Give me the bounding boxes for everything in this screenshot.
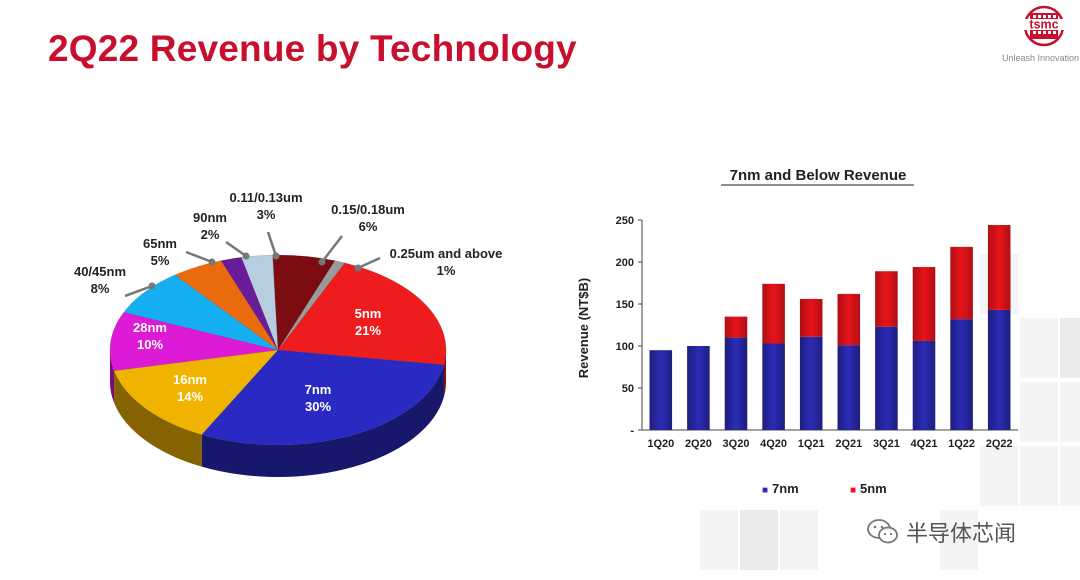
pie-label-name: 0.25um and above	[390, 246, 503, 261]
bar-chart: 7nm and Below Revenue Revenue (NT$B) 1Q2…	[576, 167, 1018, 496]
pie-side-1	[201, 364, 444, 477]
x-tick-label: 4Q21	[911, 438, 938, 450]
leader-dot	[318, 258, 326, 266]
legend-label: 5nm	[860, 481, 887, 496]
bar-7nm-3Q21	[875, 326, 898, 430]
leader-dot	[208, 258, 216, 266]
pie-slice-16nm	[113, 349, 279, 435]
pie-label-pct: 30%	[305, 399, 331, 414]
pie-label-name: 7nm	[305, 382, 332, 397]
pie-slice-65nm	[174, 260, 279, 351]
bar-7nm-2Q20	[687, 346, 710, 430]
pie-label-pct: 2%	[201, 227, 220, 242]
bar-7nm-4Q20	[762, 343, 785, 430]
pie-side-2	[114, 370, 202, 467]
pie-side-0	[443, 350, 447, 397]
y-tick-label: 50	[622, 383, 634, 395]
watermark-text: 半导体芯闻	[906, 522, 1017, 547]
x-tick-label: 1Q21	[798, 438, 825, 450]
y-tick-label: -	[630, 425, 634, 437]
y-tick-label: 200	[616, 257, 634, 269]
bar-5nm-3Q21	[875, 271, 898, 327]
leader-line	[124, 284, 153, 298]
x-tick-label: 2Q21	[835, 438, 862, 450]
leader-dot	[272, 252, 280, 260]
tsmc-logo: tsmc	[1022, 5, 1066, 47]
pie-slice-0-25um-and-above	[277, 260, 346, 351]
x-tick-label: 3Q20	[723, 438, 750, 450]
pie-label-name: 40/45nm	[74, 264, 126, 279]
bar-7nm-1Q21	[799, 336, 823, 430]
slide-title: 2Q22 Revenue by Technology	[48, 28, 577, 69]
pie-label-name: 90nm	[193, 210, 227, 225]
pie-label-pct: 14%	[177, 389, 203, 404]
bar-5nm-2Q21	[837, 293, 861, 346]
bar-5nm-3Q20	[724, 316, 748, 338]
legend-label: 7nm	[772, 481, 799, 496]
bar-7nm-4Q21	[912, 340, 936, 430]
leader-line	[357, 256, 381, 270]
wechat-icon	[867, 519, 898, 544]
pie-slice-28nm	[109, 311, 279, 372]
pie-label-name: 5nm	[355, 306, 382, 321]
leader-line	[225, 240, 247, 258]
pie-slice-40-45nm	[123, 274, 279, 351]
pie-label-name: 28nm	[133, 320, 167, 335]
pie-label-pct: 1%	[437, 263, 456, 278]
logo-tagline: Unleash Innovation	[1002, 53, 1080, 63]
bar-7nm-2Q21	[837, 345, 861, 430]
x-tick-label: 2Q22	[986, 438, 1013, 450]
leader-line	[185, 250, 213, 264]
x-tick-label: 1Q20	[647, 438, 674, 450]
leader-dot	[242, 252, 250, 260]
leader-dot	[148, 282, 156, 290]
pie-label-pct: 3%	[257, 207, 276, 222]
leader-dot	[354, 264, 362, 272]
pie-label-pct: 21%	[355, 323, 381, 338]
y-tick-label: 150	[616, 299, 634, 311]
y-tick-label: 250	[616, 215, 634, 227]
leader-line	[266, 231, 278, 257]
pie-label-pct: 5%	[151, 253, 170, 268]
pie-slice-7nm	[201, 349, 445, 446]
bar-7nm-1Q20	[649, 350, 673, 430]
x-tick-label: 1Q22	[948, 438, 975, 450]
pie-label-pct: 6%	[359, 219, 378, 234]
pie-slice-5nm	[277, 262, 447, 366]
pie-label-name: 16nm	[173, 372, 207, 387]
x-tick-label: 2Q20	[685, 438, 712, 450]
bar-5nm-1Q22	[950, 246, 973, 320]
leader-line	[321, 235, 343, 263]
logo-text: tsmc	[1029, 18, 1058, 32]
bar-5nm-4Q20	[762, 283, 785, 344]
pie-label-pct: 8%	[91, 281, 110, 296]
bar-7nm-3Q20	[724, 337, 748, 430]
bar-5nm-1Q21	[799, 298, 823, 337]
legend-marker: ■	[850, 485, 856, 496]
chart-title: 7nm and Below Revenue	[730, 167, 907, 184]
pie-label-pct: 10%	[137, 337, 163, 352]
pie-slice-90nm	[220, 256, 279, 351]
bar-7nm-2Q22	[987, 309, 1011, 430]
bar-7nm-1Q22	[950, 319, 973, 430]
pie-label-name: 65nm	[143, 236, 177, 251]
pie-side-3	[110, 350, 115, 403]
x-tick-label: 4Q20	[760, 438, 787, 450]
x-tick-label: 3Q21	[873, 438, 900, 450]
pie-chart: 5nm 21% 7nm 30% 16nm 14% 28nm 10% 40/45nm 8% 65nm 5…	[74, 190, 503, 477]
legend-marker: ■	[762, 485, 768, 496]
y-axis-label: Revenue (NT$B)	[576, 278, 591, 378]
bar-5nm-4Q21	[912, 267, 936, 341]
y-tick-label: 100	[616, 341, 634, 353]
pie-label-name: 0.11/0.13um	[230, 190, 303, 205]
watermark: 半导体芯闻	[866, 516, 1016, 548]
pie-label-name: 0.15/0.18um	[331, 202, 405, 217]
bar-5nm-2Q22	[987, 225, 1011, 310]
